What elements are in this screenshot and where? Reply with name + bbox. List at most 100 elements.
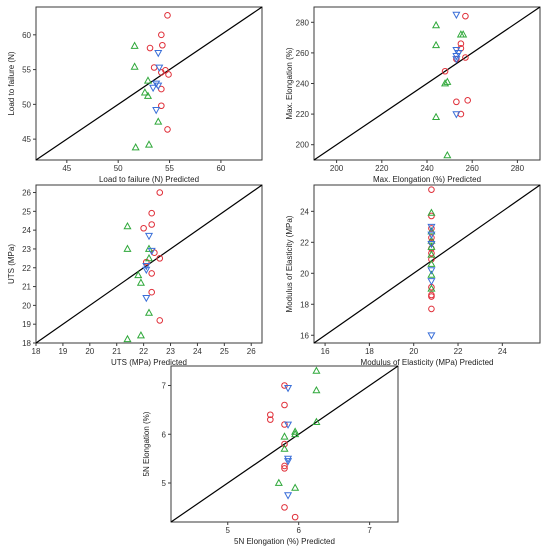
5n-elongation-point-circle <box>267 416 274 423</box>
modulus-of-elasticity-point-triangle-down <box>427 332 436 340</box>
modulus-of-elasticity-identity-line <box>313 184 541 344</box>
load-to-failure-point-triangle-down <box>154 50 163 58</box>
max-elongation-point-triangle-down <box>452 11 461 20</box>
uts-y-tick-label: 22 <box>22 264 31 273</box>
5n-elongation-point-circle <box>281 504 288 511</box>
modulus-of-elasticity-x-tick-label: 22 <box>454 347 463 356</box>
max-elongation-point-circle <box>464 97 471 104</box>
max-elongation-y-tick-label: 280 <box>296 18 310 27</box>
max-elongation-point-circle <box>453 98 460 106</box>
load-to-failure-x-tick-label: 50 <box>114 164 123 173</box>
load-to-failure-point-circle <box>158 31 165 39</box>
max-elongation-point-circle <box>457 45 465 52</box>
modulus-of-elasticity-point-triangle-up <box>427 208 436 216</box>
modulus-of-elasticity-y-tick-label: 16 <box>300 331 309 340</box>
5n-elongation-x-tick-label: 7 <box>367 526 372 535</box>
5n-elongation-point-triangle-up <box>291 429 300 438</box>
uts-point-triangle-down <box>142 262 151 271</box>
panel-uts: 18 19 20 21 22 23 24 25 26 18 19 20 21 22 23 24 25 26 UTS … <box>7 184 263 367</box>
5n-elongation-point-circle <box>281 465 288 472</box>
5n-elongation-identity-line <box>170 365 399 523</box>
load-to-failure-x-tick-label: 45 <box>62 164 71 173</box>
5n-elongation-point-triangle-up <box>274 478 283 486</box>
load-to-failure-point-circle <box>164 12 171 19</box>
modulus-of-elasticity-y-tick-label: 22 <box>300 238 309 247</box>
max-elongation-point-triangle-down <box>452 111 461 119</box>
5n-elongation-y-tick-label: 5 <box>162 479 167 488</box>
5n-elongation-y-axis-label: 5N Elongation (%) <box>142 411 151 476</box>
max-elongation-y-tick-label: 200 <box>296 141 310 150</box>
uts-y-tick-label: 18 <box>22 339 31 348</box>
modulus-of-elasticity-point-triangle-up <box>427 270 436 278</box>
load-to-failure-y-tick-label: 45 <box>22 135 31 144</box>
uts-point-triangle-up <box>134 270 143 279</box>
modulus-of-elasticity-point-triangle-down <box>427 231 436 240</box>
5n-elongation-point-circle <box>291 513 299 521</box>
5n-elongation-x-tick-label: 6 <box>296 526 301 535</box>
load-to-failure-point-circle <box>165 71 172 78</box>
uts-point-circle <box>140 224 147 232</box>
modulus-of-elasticity-point-triangle-down <box>427 267 436 275</box>
max-elongation-x-axis-label: Max. Elongation (%) Predicted <box>373 175 481 184</box>
load-to-failure-point-triangle-up <box>130 41 139 49</box>
load-to-failure-point-circle <box>159 41 166 49</box>
uts-x-tick-label: 23 <box>166 347 175 356</box>
uts-x-tick-label: 24 <box>193 347 202 356</box>
uts-point-circle <box>156 255 164 262</box>
5n-elongation-point-triangle-down <box>283 385 293 393</box>
5n-elongation-point-triangle-up <box>312 417 321 425</box>
load-to-failure-y-tick-label: 60 <box>22 31 31 40</box>
max-elongation-point-circle <box>462 54 469 61</box>
load-to-failure-point-triangle-up <box>143 91 153 99</box>
max-elongation-point-triangle-up <box>443 150 452 159</box>
panel-5n-elongation: 5 6 7 5 6 7 5N Elongation (%) Predicted 5N Elon… <box>142 365 399 546</box>
5n-elongation-point-triangle-up <box>291 483 300 491</box>
load-to-failure-point-triangle-up <box>143 76 153 84</box>
5n-elongation-point-triangle-up <box>280 432 289 440</box>
5n-elongation-point-circle <box>267 411 274 419</box>
uts-point-circle <box>148 209 155 217</box>
load-to-failure-y-axis-label: Load to failure (N) <box>7 51 16 115</box>
load-to-failure-point-circle <box>158 69 165 76</box>
5n-elongation-point-triangle-up <box>280 444 289 452</box>
uts-y-tick-label: 23 <box>22 245 31 254</box>
modulus-of-elasticity-x-tick-label: 24 <box>498 347 507 356</box>
modulus-of-elasticity-point-circle <box>428 234 435 241</box>
uts-point-triangle-up <box>123 221 132 230</box>
load-to-failure-y-tick-label: 50 <box>22 100 31 109</box>
load-to-failure-point-triangle-down <box>152 80 161 88</box>
max-elongation-point-triangle-down <box>452 56 461 64</box>
uts-x-tick-label: 20 <box>85 347 94 356</box>
modulus-of-elasticity-point-circle <box>428 305 435 313</box>
load-to-failure-point-circle <box>146 44 154 52</box>
uts-x-axis-label: UTS (MPa) Predicted <box>111 358 187 367</box>
load-to-failure-plot-frame <box>35 6 263 161</box>
max-elongation-x-tick-label: 260 <box>466 164 480 173</box>
max-elongation-y-axis-label: Max. Elongation (%) <box>285 47 294 119</box>
max-elongation-point-circle <box>462 12 469 20</box>
modulus-of-elasticity-point-triangle-down <box>427 223 436 232</box>
5n-elongation-point-triangle-down <box>283 492 293 500</box>
uts-point-circle <box>148 221 155 228</box>
uts-plot-frame <box>35 184 263 344</box>
modulus-of-elasticity-y-axis-label: Modulus of Elasticity (MPa) <box>285 215 294 312</box>
modulus-of-elasticity-x-axis-label: Modulus of Elasticity (MPa) Predicted <box>361 358 494 367</box>
modulus-of-elasticity-point-circle <box>428 293 435 300</box>
uts-point-triangle-down <box>142 266 151 275</box>
load-to-failure-y-tick-label: 55 <box>22 66 31 75</box>
uts-y-tick-label: 19 <box>22 320 31 329</box>
5n-elongation-y-tick-label: 6 <box>162 430 167 439</box>
modulus-of-elasticity-point-triangle-down <box>427 240 436 249</box>
uts-point-triangle-down <box>144 232 154 241</box>
modulus-of-elasticity-x-tick-label: 16 <box>321 347 330 356</box>
max-elongation-x-tick-label: 220 <box>375 164 389 173</box>
uts-point-triangle-up <box>136 278 145 286</box>
modulus-of-elasticity-plot-frame <box>313 184 541 344</box>
load-to-failure-point-triangle-down <box>155 64 164 72</box>
max-elongation-x-tick-label: 240 <box>420 164 434 173</box>
modulus-of-elasticity-point-triangle-up <box>427 259 436 267</box>
uts-x-tick-label: 25 <box>220 347 229 356</box>
load-to-failure-point-circle <box>164 126 171 133</box>
uts-point-triangle-down <box>147 247 156 256</box>
uts-y-axis-label: UTS (MPa) <box>7 244 16 284</box>
